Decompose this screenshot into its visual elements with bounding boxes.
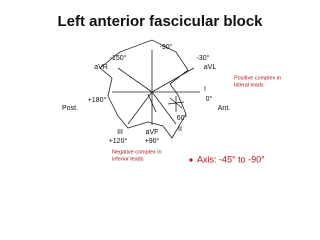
- label: Ant.: [218, 105, 231, 112]
- label: II: [178, 126, 182, 133]
- vector-loop: [99, 39, 189, 139]
- axis-line: [151, 91, 177, 125]
- axis-line: [127, 91, 153, 125]
- note: lateral leads: [234, 82, 264, 88]
- label: aVF: [146, 129, 159, 136]
- diagram: [99, 39, 200, 139]
- label: -30°: [197, 54, 210, 62]
- label: Post.: [62, 105, 78, 112]
- note: Positive complex in: [234, 75, 281, 81]
- note: Negative complex in: [112, 149, 162, 155]
- label: III: [117, 129, 123, 136]
- axis-line: [117, 67, 153, 93]
- axis-line: [151, 67, 195, 93]
- label: +180°: [88, 96, 107, 104]
- label: aVL: [204, 64, 217, 71]
- arrow: [147, 93, 157, 113]
- label: -150°: [110, 54, 127, 62]
- qrs-symbol: [167, 96, 185, 112]
- title: Left anterior fascicular block: [57, 13, 263, 30]
- note: inferior leads: [112, 156, 144, 162]
- axis-note: Axis: -45° to -90°: [197, 154, 265, 164]
- label: +90°: [145, 137, 160, 145]
- label: I: [204, 86, 206, 93]
- slide: Left anterior fascicular block -90° -150…: [0, 0, 320, 180]
- label: -90°: [160, 43, 173, 51]
- label: 0°: [206, 95, 213, 103]
- background: [0, 0, 320, 180]
- bullet: [189, 158, 193, 162]
- label: +120°: [109, 137, 128, 145]
- label: 60°: [177, 114, 188, 122]
- label: aVR: [94, 64, 108, 71]
